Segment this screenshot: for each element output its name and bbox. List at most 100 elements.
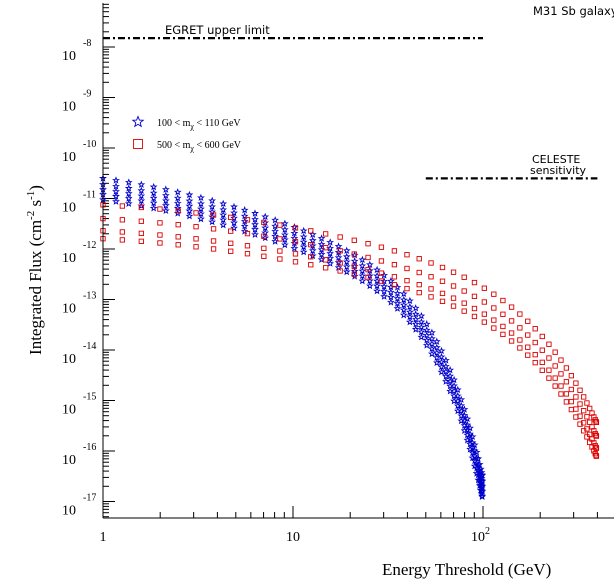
square-point (416, 256, 422, 262)
chart-title: M31 Sb galaxy (533, 4, 614, 18)
star-point (446, 387, 455, 395)
square-point (508, 330, 515, 336)
square-point (119, 229, 125, 235)
square-point (532, 339, 538, 346)
star-point (358, 255, 367, 263)
square-point (461, 274, 467, 280)
square-point (450, 283, 457, 289)
star-point (393, 304, 402, 312)
square-point (277, 236, 283, 242)
star-point (474, 475, 483, 484)
square-point (461, 288, 467, 294)
square-point (261, 233, 267, 239)
square-point (337, 234, 343, 240)
star-point (365, 260, 374, 268)
square-point (193, 236, 199, 242)
square-point (292, 225, 299, 231)
square-point (365, 266, 371, 273)
square-point (593, 419, 600, 425)
square-point (210, 246, 217, 252)
square-point (261, 219, 267, 226)
square-point (461, 308, 467, 314)
red-square-series-4 (100, 236, 600, 459)
square-point (525, 318, 531, 324)
square-point (517, 337, 523, 343)
legend-square-icon (133, 139, 143, 149)
square-point (500, 297, 506, 304)
star-point (427, 328, 436, 336)
egret-label: EGRET upper limit (165, 23, 270, 37)
square-point (491, 291, 497, 297)
square-point (539, 347, 545, 353)
square-point (391, 262, 398, 268)
square-point (577, 387, 583, 393)
square-point (428, 274, 434, 280)
square-point (568, 373, 575, 379)
square-point (500, 331, 506, 338)
y-tick-label: 10 (62, 49, 76, 64)
square-point (491, 305, 497, 311)
star-point (417, 317, 426, 326)
square-point (552, 363, 558, 369)
square-point (546, 367, 552, 373)
square-point (539, 359, 545, 366)
star-point (208, 196, 217, 205)
square-point (244, 230, 251, 237)
square-point (292, 251, 299, 257)
star-point (437, 346, 446, 355)
star-point (417, 333, 426, 341)
star-point (478, 491, 486, 500)
star-point (230, 202, 238, 211)
square-point (119, 203, 125, 209)
square-point (228, 248, 234, 254)
y-tick-exponent: -11 (83, 190, 96, 201)
square-point (517, 345, 523, 351)
star-point (342, 267, 351, 276)
star-point (112, 176, 120, 184)
square-point (378, 278, 385, 284)
star-point (230, 223, 238, 232)
square-point (563, 399, 570, 405)
square-point (157, 220, 163, 226)
y-tick-exponent: -16 (83, 442, 96, 453)
square-point (573, 394, 579, 400)
star-point (437, 367, 446, 376)
square-point (471, 313, 478, 320)
star-point (466, 445, 474, 453)
star-point (453, 406, 462, 415)
celeste-label-line2: sensitivity (530, 164, 587, 177)
square-point (439, 290, 446, 297)
square-point (323, 231, 329, 237)
y-tick-exponent: -8 (83, 38, 91, 49)
square-point (573, 406, 579, 412)
square-point (416, 282, 422, 288)
square-point (461, 300, 467, 306)
square-point (500, 323, 506, 330)
square-point (277, 222, 283, 228)
square-point (525, 352, 531, 358)
star-point (460, 426, 469, 434)
star-point (280, 240, 289, 249)
square-point (244, 243, 251, 249)
star-point (173, 188, 182, 196)
square-point (439, 278, 446, 284)
y-tick-label: 10 (62, 403, 76, 418)
square-point (481, 311, 487, 317)
star-point (161, 206, 170, 215)
square-point (584, 414, 590, 420)
square-point (378, 258, 385, 264)
square-point (450, 303, 457, 309)
square-point (292, 259, 299, 265)
square-point (193, 224, 199, 230)
star-point (472, 469, 481, 477)
square-point (404, 265, 410, 272)
star-point (373, 265, 381, 274)
star-point (446, 365, 455, 374)
square-point (573, 414, 579, 420)
celeste-label-line1: CELESTE (532, 153, 580, 166)
square-point (138, 218, 144, 224)
square-point (593, 453, 600, 459)
square-point (481, 319, 487, 325)
star-point (475, 481, 484, 489)
